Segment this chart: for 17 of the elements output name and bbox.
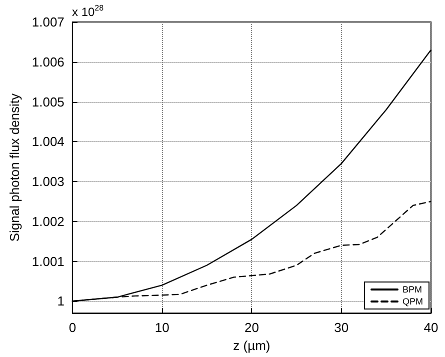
y-tick-label: 1.007 — [32, 14, 64, 30]
y-tick-label: 1.002 — [32, 214, 64, 229]
y-tick-label: 1.006 — [32, 54, 64, 70]
y-axis-title: Signal photon flux density — [7, 92, 22, 242]
legend-label: QPM — [402, 296, 424, 306]
y-tick-label: 1.003 — [32, 174, 64, 190]
y-tick-label: 1 — [57, 294, 64, 309]
x-tick-label: 0 — [68, 320, 76, 336]
x-axis-title: z (µm) — [233, 338, 270, 353]
x-tick-label: 20 — [244, 320, 259, 336]
y-tick-label: 1.001 — [32, 254, 64, 269]
x-tick-label: 10 — [154, 320, 170, 336]
x-tick-label: 30 — [334, 320, 349, 336]
y-tick-label: 1.004 — [32, 134, 64, 150]
legend-label: BPM — [402, 284, 422, 294]
x-tick-label: 40 — [424, 320, 438, 336]
y-tick-label: 1.005 — [32, 94, 64, 110]
